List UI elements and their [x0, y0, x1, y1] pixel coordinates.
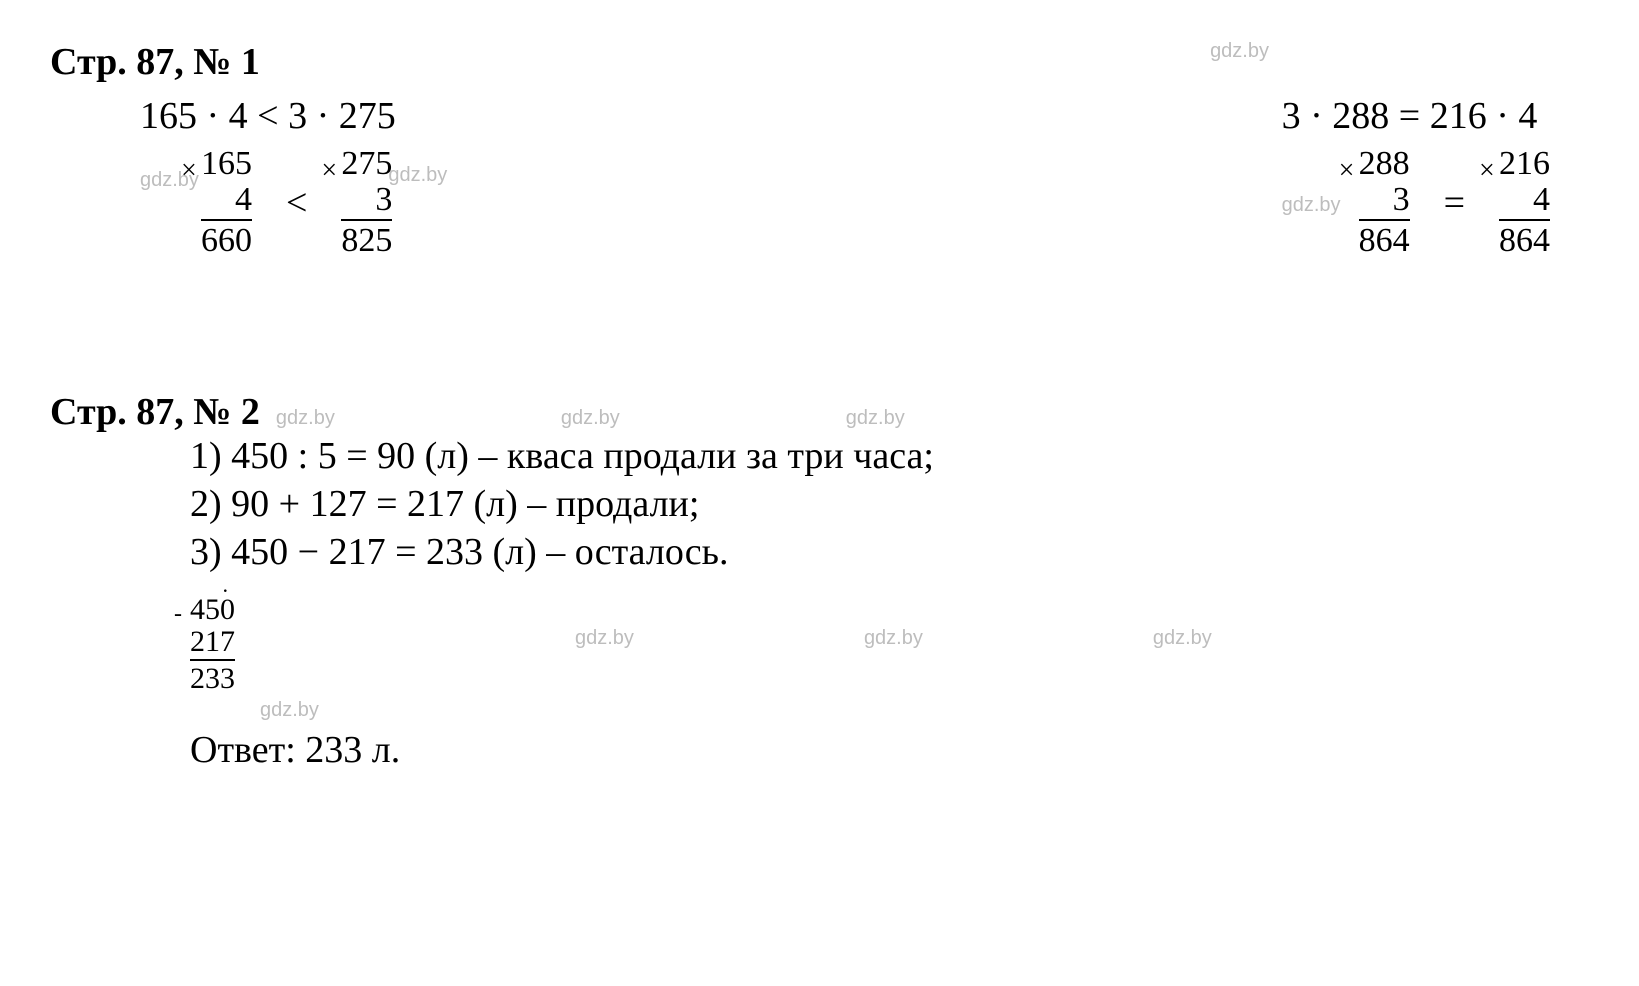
- p2-step-1: 1) 450 : 5 = 90 (л) – кваса продали за т…: [190, 434, 1589, 478]
- watermark: gdz.by: [561, 407, 620, 430]
- p1-left-calc-b: × 275 3 825: [341, 146, 392, 259]
- multiplier: 3: [341, 182, 392, 218]
- subtrahend: 217: [190, 626, 235, 658]
- problem2-heading: Стр. 87, № 2: [50, 390, 260, 434]
- watermark: gdz.by: [1210, 40, 1269, 63]
- multiplier: 4: [1499, 182, 1550, 218]
- multiplicand: 288: [1359, 146, 1410, 182]
- p2-answer: Ответ: 233 л.: [190, 728, 1589, 772]
- watermark: gdz.by: [388, 164, 447, 187]
- mult-sign: ×: [1479, 156, 1495, 185]
- watermark: gdz.by: [864, 627, 923, 650]
- minuend: 450: [190, 594, 235, 626]
- multiplicand: 275: [341, 146, 392, 182]
- difference: 233: [190, 659, 235, 695]
- comparison-sign: <: [280, 181, 313, 225]
- comparison-sign: =: [1438, 181, 1471, 225]
- multiplicand: 165: [201, 146, 252, 182]
- product: 864: [1499, 219, 1550, 259]
- watermark: gdz.by: [1282, 194, 1341, 217]
- p1-right-expression: 3 · 288 = 216 · 4: [1282, 94, 1550, 138]
- product: 825: [341, 219, 392, 259]
- p1-left-expression: 165 · 4 < 3 · 275: [140, 94, 447, 138]
- multiplicand: 216: [1499, 146, 1550, 182]
- minus-sign: -: [174, 602, 182, 627]
- watermark: gdz.by: [260, 699, 319, 722]
- multiplier: 4: [201, 182, 252, 218]
- p2-step-3: 3) 450 − 217 = 233 (л) – осталось.: [190, 530, 1589, 574]
- p1-left-calc-a: × 165 4 660: [201, 146, 252, 259]
- watermark: gdz.by: [276, 407, 335, 430]
- mult-sign: ×: [321, 156, 337, 185]
- p2-step-2: 2) 90 + 127 = 217 (л) – продали;: [190, 482, 1589, 526]
- problem1-heading: Стр. 87, № 1: [50, 40, 1589, 84]
- p1-right-calc-a: × 288 3 864: [1359, 146, 1410, 259]
- product: 660: [201, 219, 252, 259]
- mult-sign: ×: [181, 156, 197, 185]
- watermark: gdz.by: [1153, 627, 1212, 650]
- p2-subtraction: · - 450 217 233: [190, 588, 235, 695]
- watermark: gdz.by: [846, 407, 905, 430]
- product: 864: [1359, 219, 1410, 259]
- multiplier: 3: [1359, 182, 1410, 218]
- p1-right-calc-b: × 216 4 864: [1499, 146, 1550, 259]
- mult-sign: ×: [1339, 156, 1355, 185]
- watermark: gdz.by: [575, 627, 634, 650]
